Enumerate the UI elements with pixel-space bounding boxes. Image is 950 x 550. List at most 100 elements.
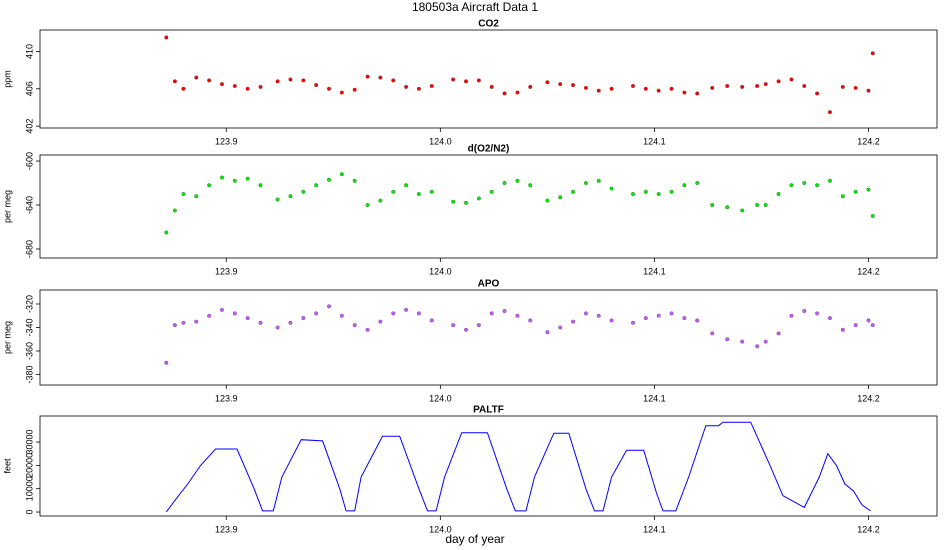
plot-frame (39, 289, 938, 386)
data-point (172, 208, 177, 213)
data-point (583, 181, 588, 185)
panel-title: PALTF (473, 405, 504, 416)
data-line (165, 421, 871, 513)
x-tick-label: 124.1 (643, 266, 666, 276)
plot-frame (39, 154, 938, 259)
data-point (870, 51, 875, 56)
data-point (866, 187, 871, 192)
data-point (609, 86, 614, 91)
x-tick-label: 124.1 (643, 393, 666, 403)
x-tick-label: 124.2 (857, 524, 880, 534)
data-point (464, 200, 468, 205)
panel-title: CO2 (478, 19, 499, 30)
data-point (596, 313, 601, 318)
x-tick-label: 123.9 (215, 136, 238, 146)
data-point (669, 311, 674, 316)
data-point (404, 307, 409, 312)
data-point (643, 86, 648, 91)
data-point (558, 195, 563, 200)
data-point (515, 90, 520, 95)
data-point (789, 77, 794, 82)
x-tick-label: 123.9 (215, 393, 238, 403)
data-point (429, 318, 434, 323)
x-tick-label: 123.9 (215, 524, 238, 534)
x-tick-label: 124.0 (429, 393, 452, 403)
data-point (695, 91, 700, 96)
data-point (725, 337, 730, 342)
x-tick-label: 124.1 (643, 524, 666, 534)
data-point (853, 189, 858, 194)
data-point (631, 84, 635, 88)
data-point (740, 84, 745, 89)
data-point (451, 199, 456, 204)
y-tick-label: 0 (24, 510, 34, 515)
data-point (207, 183, 212, 188)
data-point (682, 183, 687, 188)
data-point (164, 360, 169, 365)
y-tick-label: -640 (24, 196, 34, 214)
data-point (275, 197, 280, 202)
data-point (339, 90, 344, 95)
data-point (451, 323, 456, 328)
data-point (327, 177, 331, 182)
data-point (802, 309, 807, 313)
data-point (545, 330, 550, 335)
data-point (828, 178, 832, 183)
data-point (609, 318, 614, 323)
data-point (840, 194, 845, 199)
data-point (866, 318, 871, 323)
data-point (643, 316, 648, 321)
data-point (378, 319, 383, 324)
data-point (710, 203, 715, 207)
data-point (789, 183, 794, 188)
panel-title: APO (478, 279, 500, 290)
data-point (476, 78, 481, 83)
data-point (164, 35, 169, 40)
y-tick-label: 406 (24, 81, 34, 96)
x-axis-label: day of year (445, 532, 504, 546)
x-tick-label: 124.2 (857, 393, 880, 403)
data-point (245, 176, 250, 181)
data-point (181, 320, 186, 325)
data-point (755, 203, 760, 207)
data-point (571, 189, 576, 194)
data-point (301, 316, 306, 321)
data-point (258, 183, 263, 188)
data-point (301, 78, 306, 83)
data-point (275, 79, 280, 84)
data-point (464, 327, 468, 332)
data-point (314, 83, 319, 88)
data-point (631, 192, 635, 196)
data-point (232, 84, 237, 88)
data-point (194, 75, 199, 80)
data-point (429, 84, 434, 88)
data-point (828, 316, 832, 321)
data-point (220, 307, 224, 312)
x-tick-label: 124.1 (643, 136, 666, 146)
data-point (656, 313, 661, 318)
plot-frame (39, 29, 938, 129)
x-tick-label: 123.9 (215, 266, 238, 276)
y-axis-label: feet (2, 458, 12, 474)
data-point (558, 325, 563, 330)
data-point (327, 86, 331, 91)
data-point (609, 186, 614, 191)
data-point (172, 323, 177, 328)
plot-frame (39, 415, 938, 517)
data-point (528, 318, 533, 323)
data-point (802, 84, 807, 88)
data-point (489, 189, 494, 194)
y-axis-label: per meg (2, 321, 12, 354)
data-point (545, 80, 550, 85)
data-point (828, 110, 832, 115)
panel: PALTF feet 123.9 124.0 124.1 124.2 0 1000020000… (2, 405, 938, 534)
x-tick-label: 124.0 (429, 136, 452, 146)
data-point (301, 189, 306, 194)
panel-title: d(O2/N2) (468, 144, 510, 155)
data-point (710, 85, 715, 90)
data-point (763, 203, 768, 207)
y-axis-label: per meg (2, 190, 12, 223)
data-point (258, 84, 263, 89)
data-point (789, 313, 794, 318)
data-point (840, 327, 845, 332)
